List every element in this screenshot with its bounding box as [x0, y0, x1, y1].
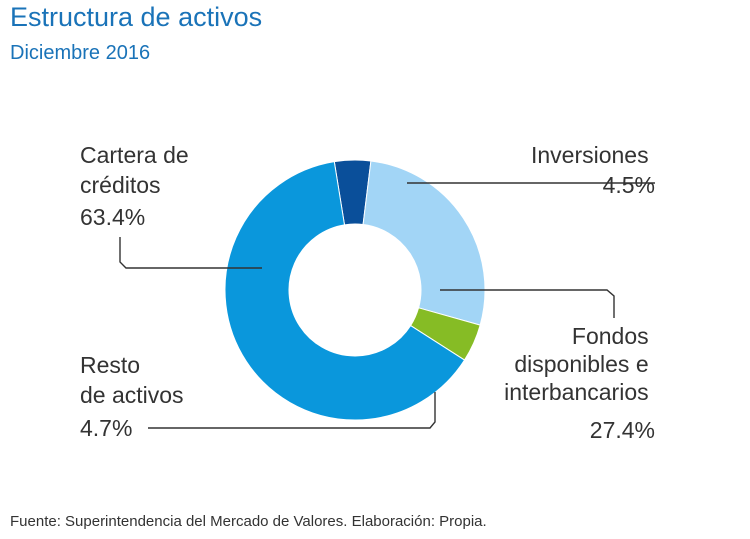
slice-label-line: Inversiones [531, 142, 649, 168]
leader-line-cartera [119, 237, 262, 269]
source-note: Fuente: Superintendencia del Mercado de … [10, 513, 487, 530]
slice-label-line: disponibles e [514, 351, 648, 377]
slice-label-line: Resto [80, 352, 140, 378]
donut-slices [224, 159, 486, 421]
slice-value-label: 4.5% [603, 172, 655, 198]
slice-value-label: 4.7% [80, 415, 132, 441]
slice-label-resto: Resto de activos 4.7% [80, 352, 190, 441]
slice-label-line: Fondos [572, 323, 649, 349]
chart-subtitle: Diciembre 2016 [10, 42, 151, 64]
slice-label-line: Cartera de [80, 142, 189, 168]
slice-label-inversiones: Inversiones 4.5% [531, 142, 655, 198]
donut-slice-3 [224, 161, 466, 421]
leader-line-resto [148, 392, 436, 429]
slice-label-line: de activos [80, 382, 184, 408]
slice-value-label: 27.4% [590, 417, 655, 443]
leader-line-fondos [440, 289, 615, 318]
slice-label-line: créditos [80, 172, 161, 198]
donut-slice-1 [362, 160, 486, 326]
slice-value-label: 63.4% [80, 204, 145, 230]
slice-label-fondos: Fondos disponibles e interbancarios 27.4… [504, 323, 655, 443]
slice-label-line: interbancarios [504, 379, 648, 405]
slice-label-cartera: Cartera de créditos 63.4% [80, 142, 195, 230]
chart-title: Estructura de activos [10, 2, 263, 32]
